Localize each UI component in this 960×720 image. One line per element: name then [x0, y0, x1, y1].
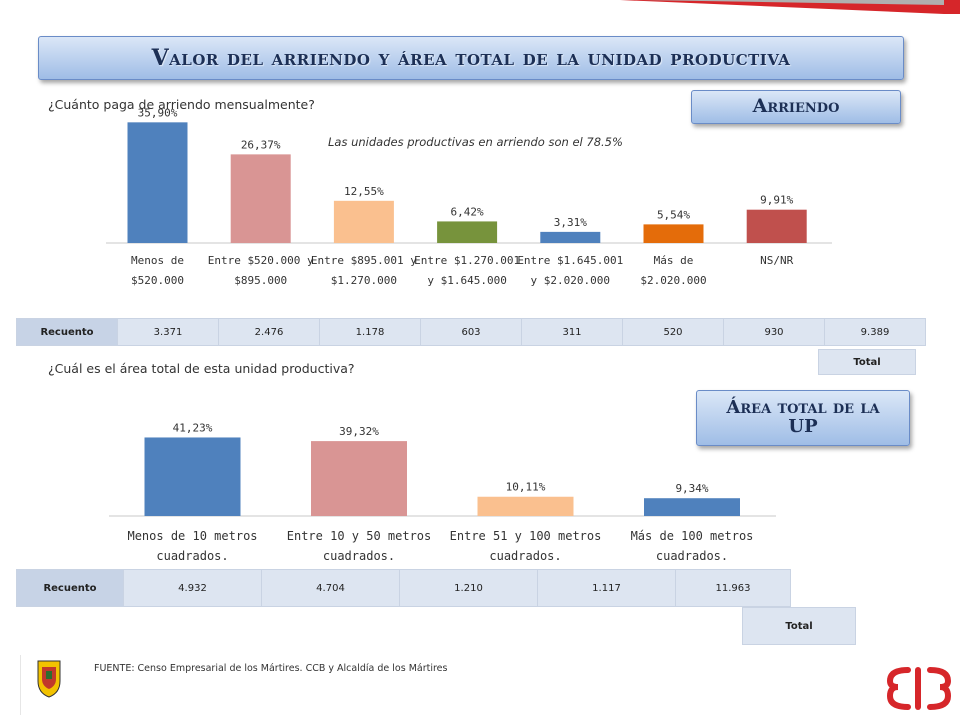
table-cell: 603: [420, 318, 522, 346]
bar-value-label: 5,54%: [657, 208, 690, 221]
tag-arriendo-label: Arriendo: [752, 95, 840, 118]
rent-count-table: Recuento 3.371 2.476 1.178 603 311 520 930 9.38…: [16, 318, 926, 346]
coat-of-arms-icon: [19, 655, 61, 715]
row-header: Recuento: [16, 569, 124, 607]
category-tick-label: $2.020.000: [640, 274, 706, 287]
category-tick-label: Entre 51 y 100 metros: [450, 529, 602, 543]
table-cell: 1.117: [537, 569, 676, 607]
bar: [643, 224, 704, 243]
category-tick-label: cuadrados.: [489, 549, 561, 563]
bar-value-label: 10,11%: [506, 481, 546, 494]
category-tick-label: cuadrados.: [323, 549, 395, 563]
category-tick-label: cuadrados.: [156, 549, 228, 563]
tag-area: Área total de la UP: [696, 390, 910, 446]
category-tick-label: Entre 10 y 50 metros: [287, 529, 432, 543]
table-cell: 11.963: [675, 569, 791, 607]
category-tick-label: Entre $1.270.001: [414, 254, 520, 267]
category-tick-label: Más de 100 metros: [631, 529, 754, 543]
category-tick-label: Más de: [654, 254, 694, 267]
category-tick-label: Entre $895.001 y: [311, 254, 417, 267]
row-header: Recuento: [16, 318, 118, 346]
total-label: Total: [818, 349, 916, 375]
bar: [144, 437, 241, 516]
table-cell: 9.389: [824, 318, 926, 346]
ccb-logo: [878, 660, 958, 715]
rent-note: Las unidades productivas en arriendo son…: [328, 135, 623, 149]
category-tick-label: $520.000: [131, 274, 184, 287]
question-area: ¿Cuál es el área total de esta unidad pr…: [48, 361, 355, 376]
category-tick-label: Entre $520.000 y: [208, 254, 314, 267]
bar-value-label: 35,90%: [138, 106, 178, 119]
table-cell: 4.932: [123, 569, 262, 607]
bar: [333, 200, 394, 243]
category-tick-label: cuadrados.: [656, 549, 728, 563]
tag-area-line2: UP: [788, 416, 818, 437]
area-bar-chart: 41,23% Menos de 10 metros cuadrados. 39,32%…: [109, 421, 776, 563]
source-note: FUENTE: Censo Empresarial de los Mártire…: [94, 663, 448, 674]
category-tick-label: NS/NR: [760, 254, 793, 267]
category-tick-label: $1.270.000: [331, 274, 397, 287]
bogota-logo: [19, 655, 78, 715]
total-label: Total: [742, 607, 856, 645]
bar: [644, 498, 740, 516]
category-tick-label: Menos de: [131, 254, 184, 267]
bar: [540, 231, 601, 243]
bar: [311, 441, 407, 516]
question-rent: ¿Cuánto paga de arriendo mensualmente?: [48, 97, 315, 112]
table-row: Recuento 4.932 4.704 1.210 1.117 11.963: [16, 569, 791, 607]
category-tick-label: $895.000: [234, 274, 287, 287]
top-red-stripe: [620, 0, 960, 14]
bar-value-label: 9,34%: [675, 482, 708, 495]
category-tick-label: Menos de 10 metros: [127, 529, 257, 543]
bar-value-label: 6,42%: [451, 205, 484, 218]
table-cell: 1.178: [319, 318, 421, 346]
table-cell: 2.476: [218, 318, 320, 346]
table-cell: 311: [521, 318, 623, 346]
table-cell: 3.371: [117, 318, 219, 346]
ccb-logo-icon: [886, 667, 952, 710]
bar-value-label: 3,31%: [554, 216, 587, 229]
bar: [230, 154, 291, 243]
category-tick-label: Entre $1.645.001: [517, 254, 623, 267]
bar: [477, 496, 574, 516]
bar-value-label: 39,32%: [339, 425, 379, 438]
category-tick-label: y $1.645.000: [427, 274, 506, 287]
tag-area-line1: Área total de la: [726, 397, 880, 419]
bar-value-label: 9,91%: [760, 194, 793, 207]
tag-arriendo: Arriendo: [691, 90, 901, 124]
table-cell: 1.210: [399, 569, 538, 607]
bar: [437, 221, 498, 243]
bar-value-label: 12,55%: [344, 185, 384, 198]
bar-value-label: 41,23%: [173, 421, 213, 434]
table-cell: 4.704: [261, 569, 400, 607]
page-title: Valor del arriendo y área total de la un…: [151, 45, 791, 71]
rent-bar-chart: 35,90% Menos de $520.000 26,37% Entre $520.0…: [106, 106, 832, 287]
bar: [127, 122, 188, 243]
area-count-table: Recuento 4.932 4.704 1.210 1.117 11.963: [16, 569, 791, 607]
bar: [746, 209, 807, 243]
table-cell: 930: [723, 318, 825, 346]
title-banner: Valor del arriendo y área total de la un…: [38, 36, 904, 80]
bar-value-label: 26,37%: [241, 138, 281, 151]
table-cell: 520: [622, 318, 724, 346]
category-tick-label: y $2.020.000: [531, 274, 610, 287]
table-row: Recuento 3.371 2.476 1.178 603 311 520 930 9.38…: [16, 318, 926, 346]
